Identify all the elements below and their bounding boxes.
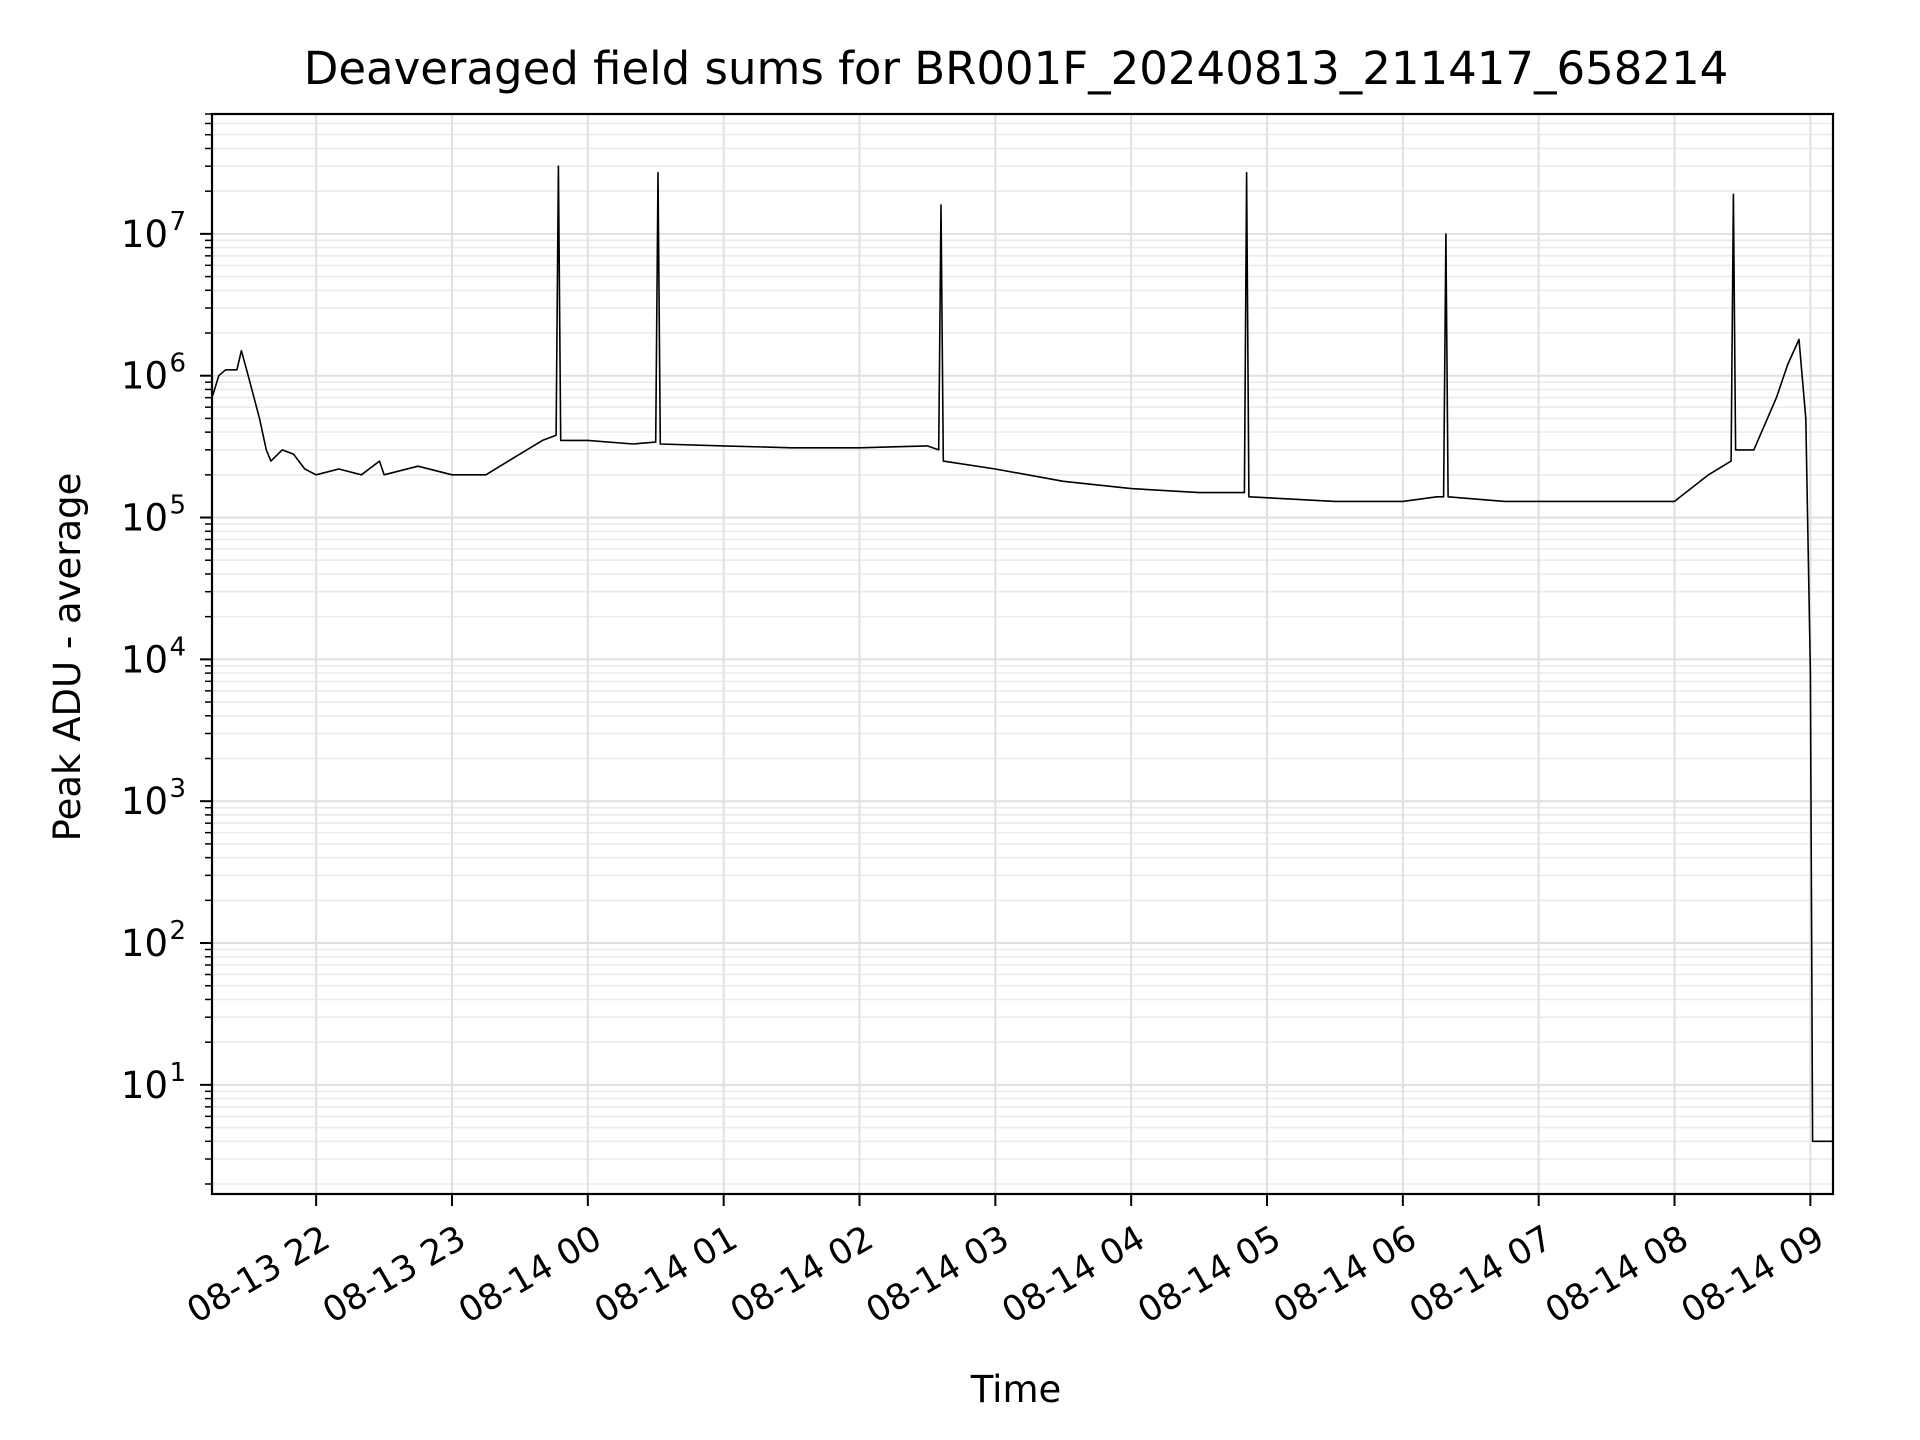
x-tick-label: 08-14 06 bbox=[1267, 1218, 1423, 1331]
x-tick-label: 08-14 02 bbox=[724, 1218, 880, 1331]
chart-title: Deaveraged field sums for BR001F_2024081… bbox=[304, 42, 1729, 95]
x-tick-label: 08-14 09 bbox=[1675, 1218, 1831, 1331]
y-tick-exponent: 2 bbox=[169, 916, 186, 946]
axes-frame bbox=[210, 112, 1835, 1196]
x-axis-label: Time bbox=[970, 1368, 1062, 1411]
x-tick-label: 08-14 01 bbox=[588, 1218, 744, 1331]
y-tick-label: 10 bbox=[121, 638, 168, 681]
x-tick-label: 08-13 23 bbox=[316, 1218, 472, 1331]
plot-frame bbox=[210, 112, 1835, 1196]
y-tick-label: 10 bbox=[121, 922, 168, 965]
y-tick-exponent: 4 bbox=[169, 632, 186, 662]
x-tick-label: 08-14 03 bbox=[860, 1218, 1016, 1331]
y-tick-label: 10 bbox=[121, 1064, 168, 1107]
y-tick-exponent: 3 bbox=[169, 774, 186, 804]
x-tick-label: 08-14 04 bbox=[996, 1218, 1152, 1331]
series-line bbox=[211, 165, 1833, 1143]
x-tick-label: 08-14 07 bbox=[1403, 1218, 1559, 1331]
y-tick-label: 10 bbox=[121, 355, 168, 398]
series-group bbox=[211, 165, 1833, 1143]
x-tick-label: 08-13 22 bbox=[181, 1218, 337, 1331]
y-tick-label: 10 bbox=[121, 497, 168, 540]
x-tick-label: 08-14 08 bbox=[1539, 1218, 1695, 1331]
y-tick-exponent: 7 bbox=[169, 207, 186, 237]
y-tick-label: 10 bbox=[121, 780, 168, 823]
grid bbox=[212, 113, 1833, 1194]
y-tick-exponent: 1 bbox=[169, 1058, 186, 1088]
y-axis-label: Peak ADU - average bbox=[46, 473, 89, 842]
y-tick-exponent: 5 bbox=[169, 491, 186, 521]
x-tick-label: 08-14 00 bbox=[452, 1218, 608, 1331]
y-tick-label: 10 bbox=[121, 213, 168, 256]
y-tick-exponent: 6 bbox=[169, 349, 186, 379]
x-tick-label: 08-14 05 bbox=[1131, 1218, 1287, 1331]
